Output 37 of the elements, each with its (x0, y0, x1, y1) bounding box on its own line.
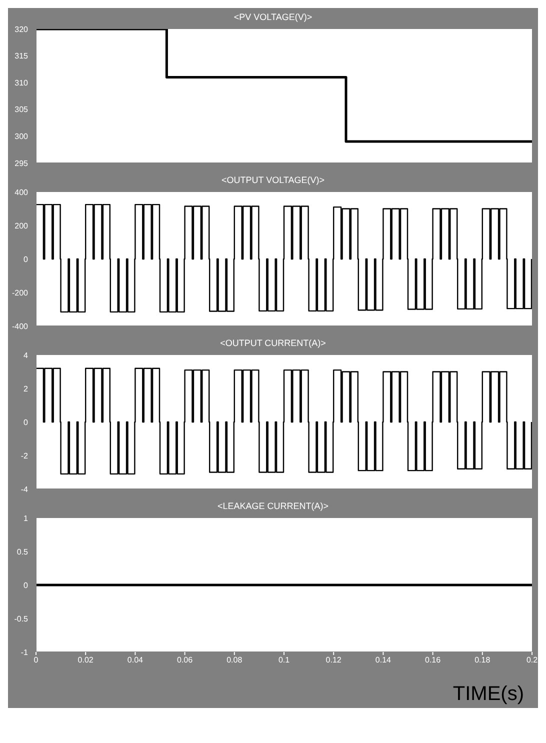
y-tick-label: 0 (24, 580, 29, 590)
x-tick-label: 0.04 (127, 656, 144, 665)
y-tick-label: 315 (14, 52, 29, 61)
y-tick-label: 2 (24, 384, 29, 394)
y-tick-label: -2 (20, 451, 29, 460)
x-tick-label: 0.08 (226, 656, 243, 665)
y-tick-label: -4 (20, 484, 29, 494)
chart-title: <OUTPUT VOLTAGE(V)> (220, 174, 326, 186)
y-tick-label: -400 (12, 322, 29, 331)
x-axis-title: TIME(s) (452, 683, 524, 705)
y-tick-label: 320 (14, 24, 29, 34)
y-tick-label: 1 (24, 514, 29, 523)
chart-title: <LEAKAGE CURRENT(A)> (216, 500, 330, 512)
y-tick-label: 305 (14, 105, 29, 114)
y-tick-label: 300 (14, 132, 29, 142)
y-tick-label: 0 (24, 418, 29, 427)
y-tick-label: 0.5 (16, 547, 29, 556)
y-tick-label: -200 (12, 288, 29, 298)
chart-title: <PV VOLTAGE(V)> (232, 11, 314, 23)
x-tick-label: 0.12 (326, 656, 342, 665)
y-tick-label: 295 (14, 158, 29, 168)
chart-title: <OUTPUT CURRENT(A)> (219, 337, 327, 349)
x-tick-label: 0.2 (526, 656, 538, 665)
x-tick-label: 0.14 (375, 656, 392, 665)
x-tick-label: 0 (34, 656, 39, 665)
x-tick-label: 0.02 (78, 656, 94, 665)
y-tick-label: 4 (24, 350, 29, 360)
y-tick-label: -1 (20, 648, 29, 657)
x-tick-label: 0.16 (425, 656, 442, 665)
y-tick-label: 310 (14, 78, 29, 88)
y-tick-label: -0.5 (14, 614, 29, 624)
y-tick-label: 0 (24, 254, 29, 264)
x-tick-label: 0.1 (278, 656, 290, 665)
x-tick-label: 0.18 (474, 656, 491, 665)
y-tick-label: 200 (14, 221, 29, 230)
y-tick-label: 400 (14, 188, 29, 197)
x-tick-label: 0.06 (177, 656, 194, 665)
